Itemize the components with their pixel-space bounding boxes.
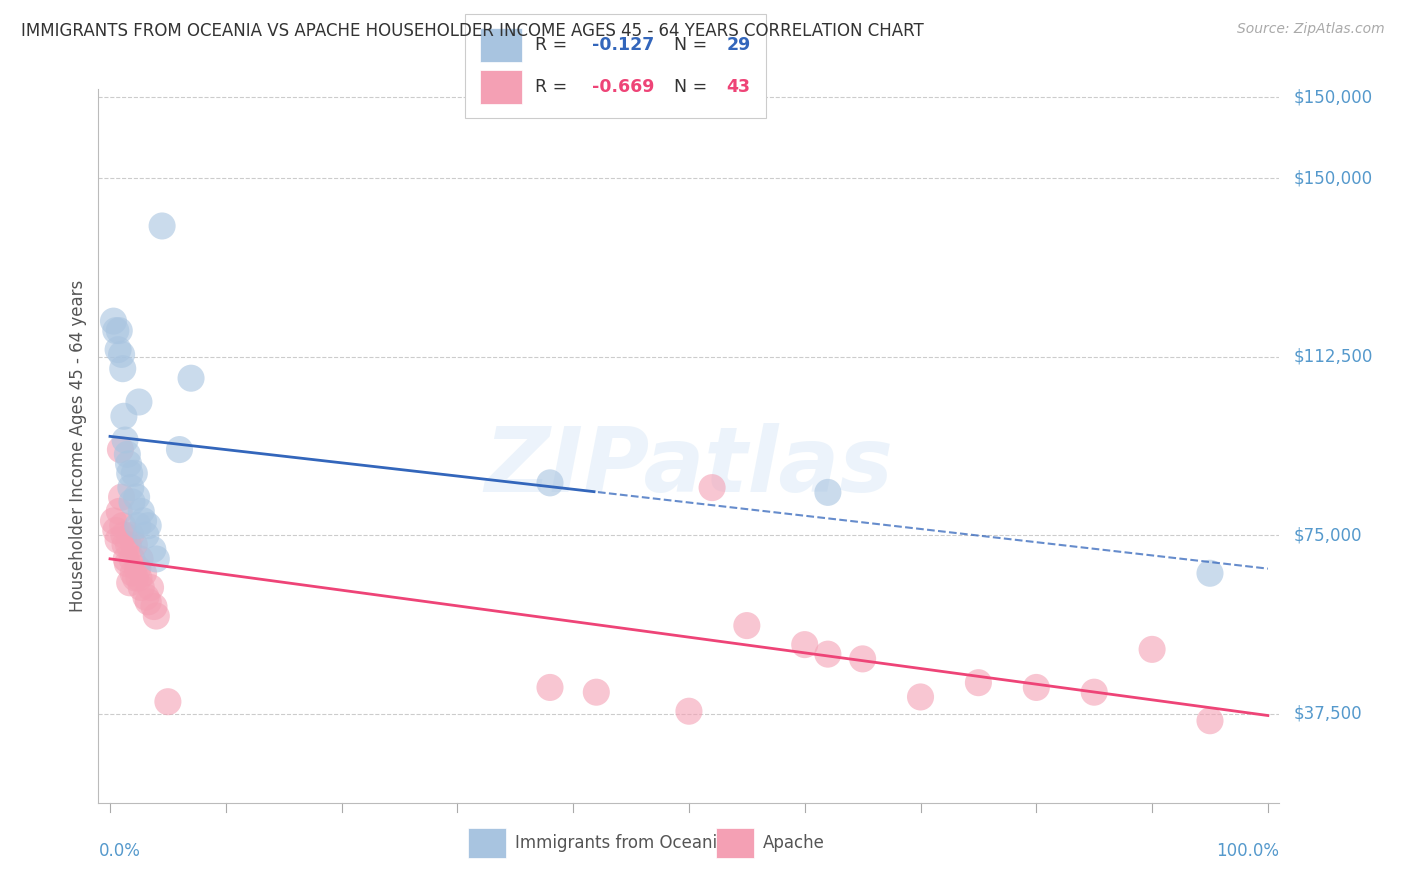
Point: [124, 571, 146, 585]
Point: [112, 409, 135, 424]
Point: [910, 690, 932, 704]
Text: -0.669: -0.669: [592, 78, 654, 96]
Point: [156, 695, 179, 709]
Point: [110, 490, 132, 504]
Point: [127, 518, 149, 533]
Point: [128, 571, 150, 585]
Point: [121, 552, 143, 566]
Point: [117, 457, 139, 471]
Point: [142, 542, 165, 557]
Point: [1199, 566, 1222, 581]
Point: [118, 575, 141, 590]
Text: 43: 43: [727, 78, 751, 96]
Point: [1140, 642, 1163, 657]
Text: $150,000: $150,000: [1294, 169, 1372, 187]
Point: [135, 528, 157, 542]
Text: 100.0%: 100.0%: [1216, 842, 1279, 860]
Point: [107, 343, 129, 357]
Point: [118, 467, 141, 481]
Point: [700, 481, 723, 495]
Point: [129, 552, 152, 566]
Point: [132, 566, 155, 581]
Point: [121, 495, 143, 509]
Point: [110, 347, 132, 361]
Point: [107, 533, 129, 547]
Point: [678, 704, 700, 718]
Text: $75,000: $75,000: [1294, 526, 1362, 544]
Text: $112,500: $112,500: [1294, 348, 1374, 366]
Point: [136, 518, 159, 533]
Text: N =: N =: [664, 78, 713, 96]
Point: [124, 538, 146, 552]
FancyBboxPatch shape: [464, 14, 766, 118]
Point: [132, 514, 155, 528]
Point: [111, 518, 134, 533]
Point: [117, 557, 139, 571]
Point: [108, 504, 131, 518]
Text: Source: ZipAtlas.com: Source: ZipAtlas.com: [1237, 22, 1385, 37]
Point: [120, 528, 142, 542]
Point: [125, 490, 148, 504]
Point: [852, 652, 875, 666]
Point: [122, 566, 145, 581]
Text: IMMIGRANTS FROM OCEANIA VS APACHE HOUSEHOLDER INCOME AGES 45 - 64 YEARS CORRELAT: IMMIGRANTS FROM OCEANIA VS APACHE HOUSEH…: [21, 22, 924, 40]
Point: [145, 552, 167, 566]
Text: Apache: Apache: [763, 834, 825, 852]
Point: [169, 442, 191, 457]
Point: [111, 361, 134, 376]
Point: [1025, 681, 1047, 695]
Point: [110, 442, 132, 457]
Point: [967, 675, 990, 690]
Point: [538, 681, 561, 695]
FancyBboxPatch shape: [479, 28, 523, 62]
Point: [103, 514, 125, 528]
Text: $37,500: $37,500: [1294, 705, 1362, 723]
Point: [143, 599, 166, 614]
Point: [117, 538, 139, 552]
Point: [129, 581, 152, 595]
Point: [150, 219, 173, 233]
Text: -0.127: -0.127: [592, 36, 654, 54]
Point: [129, 504, 152, 518]
Text: $150,000: $150,000: [1294, 88, 1372, 106]
Point: [180, 371, 202, 385]
Point: [120, 481, 142, 495]
FancyBboxPatch shape: [468, 828, 506, 858]
Point: [104, 524, 127, 538]
Point: [817, 647, 839, 661]
Point: [135, 590, 157, 604]
Point: [117, 447, 139, 461]
Point: [136, 595, 159, 609]
Point: [817, 485, 839, 500]
Point: [145, 609, 167, 624]
Point: [538, 475, 561, 490]
Point: [124, 467, 146, 481]
Y-axis label: Householder Income Ages 45 - 64 years: Householder Income Ages 45 - 64 years: [69, 280, 87, 612]
FancyBboxPatch shape: [716, 828, 754, 858]
Text: 0.0%: 0.0%: [98, 842, 141, 860]
Text: 29: 29: [727, 36, 751, 54]
Point: [114, 433, 136, 447]
Text: N =: N =: [664, 36, 713, 54]
Text: Immigrants from Oceania: Immigrants from Oceania: [516, 834, 727, 852]
Point: [735, 618, 758, 632]
Text: ZIPatlas: ZIPatlas: [485, 424, 893, 511]
Point: [793, 638, 815, 652]
Point: [108, 324, 131, 338]
Text: R =: R =: [536, 36, 574, 54]
Point: [1199, 714, 1222, 728]
Point: [115, 552, 138, 566]
Point: [104, 324, 127, 338]
Point: [128, 395, 150, 409]
Point: [585, 685, 607, 699]
Point: [103, 314, 125, 328]
Point: [114, 538, 136, 552]
Point: [112, 528, 135, 542]
FancyBboxPatch shape: [479, 70, 523, 104]
Point: [139, 581, 162, 595]
Point: [127, 561, 149, 575]
Point: [1083, 685, 1105, 699]
Text: R =: R =: [536, 78, 574, 96]
